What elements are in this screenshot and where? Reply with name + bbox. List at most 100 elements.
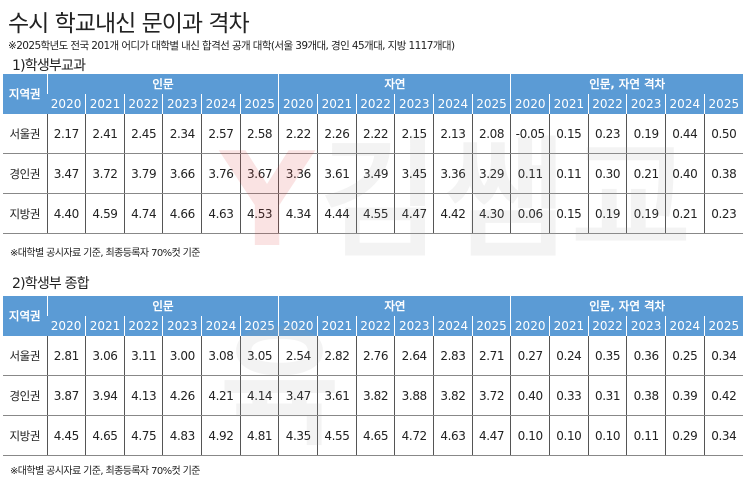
value-cell: 2.15 [394,114,434,154]
value-cell: 4.83 [162,415,202,456]
year-header: 2024 [433,94,473,114]
value-cell: 2.58 [239,114,279,154]
value-cell: 4.14 [239,375,279,416]
value-cell: 3.00 [162,336,202,376]
value-cell: 4.42 [433,193,473,234]
table-row: 경인권 3.87 3.94 4.13 4.26 4.21 4.14 3.47 3.61 3.82 3… [3,375,743,416]
value-cell: 4.65 [355,415,395,456]
value-cell: 3.87 [46,375,86,416]
value-cell: 2.13 [433,114,473,154]
year-header: 2024 [201,316,241,336]
table-row: 지방권 4.40 4.59 4.74 4.66 4.63 4.53 4.34 4.44 4.55 4… [3,193,743,234]
year-header: 2021 [85,94,125,114]
group-header: 인문 [46,296,279,316]
value-cell: 0.15 [549,193,589,234]
value-cell: 3.61 [317,375,357,416]
value-cell: 0.11 [626,415,666,456]
value-cell: 3.82 [355,375,395,416]
value-cell: 0.42 [703,375,743,416]
section-title-1: 1)학생부교과 [12,58,86,74]
value-cell: 4.45 [46,415,86,456]
table-note-2: ※대학별 공시자료 기준, 최종등록자 70%컷 기준 [10,466,200,477]
value-cell: 3.76 [201,153,241,194]
year-header: 2024 [665,94,705,114]
header-row-years: 2020 2021 2022 2023 2024 2025 2020 2021 2022 2023… [3,316,743,336]
region-header: 지역권 [3,74,47,114]
value-cell: 0.34 [703,336,743,376]
table-row: 서울권 2.17 2.41 2.45 2.34 2.57 2.58 2.22 2.26 2.22 2… [3,114,743,154]
value-cell: 0.33 [549,375,589,416]
year-header: 2024 [433,316,473,336]
value-cell: 4.81 [239,415,279,456]
value-cell: 4.55 [355,193,395,234]
year-header: 2022 [355,94,395,114]
value-cell: 0.06 [510,193,550,234]
table-row: 서울권 2.81 3.06 3.11 3.00 3.08 3.05 2.54 2.82 2.76 2… [3,336,743,376]
value-cell: 0.44 [665,114,705,154]
value-cell: 2.64 [394,336,434,376]
value-cell: 2.45 [123,114,163,154]
value-cell: 4.59 [85,193,125,234]
year-header: 2025 [471,316,511,336]
value-cell: 0.11 [510,153,550,194]
value-cell: 4.53 [239,193,279,234]
value-cell: 3.36 [433,153,473,194]
value-cell: 3.79 [123,153,163,194]
value-cell: 0.38 [703,153,743,194]
value-cell: 4.21 [201,375,241,416]
value-cell: 0.15 [549,114,589,154]
year-header: 2023 [626,94,666,114]
value-cell: 2.54 [278,336,318,376]
value-cell: 0.31 [587,375,627,416]
group-header: 자연 [278,296,511,316]
year-header: 2024 [665,316,705,336]
value-cell: 4.40 [46,193,86,234]
value-cell: 2.22 [278,114,318,154]
year-header: 2020 [278,94,318,114]
value-cell: 4.30 [471,193,511,234]
value-cell: 4.75 [123,415,163,456]
value-cell: 0.40 [665,153,705,194]
year-header: 2022 [587,94,627,114]
value-cell: 0.34 [703,415,743,456]
table-note-1: ※대학별 공시자료 기준, 최종등록자 70%컷 기준 [10,248,200,259]
value-cell: 2.71 [471,336,511,376]
year-header: 2023 [626,316,666,336]
table-row: 지방권 4.45 4.65 4.75 4.83 4.92 4.81 4.35 4.55 4.65 4… [3,415,743,456]
value-cell: 3.72 [471,375,511,416]
year-header: 2021 [549,316,589,336]
year-header: 2025 [239,94,279,114]
group-header: 인문, 자연 격차 [510,296,743,316]
value-cell: -0.05 [510,114,550,154]
header-row-groups: 지역권 인문 자연 인문, 자연 격차 [3,296,743,336]
value-cell: 0.36 [626,336,666,376]
year-header: 2021 [85,316,125,336]
value-cell: 2.76 [355,336,395,376]
value-cell: 0.39 [665,375,705,416]
year-header: 2022 [123,94,163,114]
value-cell: 0.19 [626,114,666,154]
value-cell: 4.26 [162,375,202,416]
value-cell: 4.34 [278,193,318,234]
table-jonghap: 지역권 인문 자연 인문, 자연 격차 2020 2021 2022 2023 2024 2025… [3,296,743,456]
year-header: 2021 [317,94,357,114]
value-cell: 0.40 [510,375,550,416]
value-cell: 3.29 [471,153,511,194]
value-cell: 3.45 [394,153,434,194]
value-cell: 4.47 [394,193,434,234]
value-cell: 0.35 [587,336,627,376]
value-cell: 4.63 [433,415,473,456]
value-cell: 4.55 [317,415,357,456]
value-cell: 3.61 [317,153,357,194]
year-header: 2022 [355,316,395,336]
value-cell: 0.10 [587,415,627,456]
region-cell: 경인권 [3,375,47,416]
value-cell: 3.11 [123,336,163,376]
section-title-2: 2)학생부 종합 [12,276,90,292]
value-cell: 0.23 [703,193,743,234]
value-cell: 3.67 [239,153,279,194]
value-cell: 0.21 [665,193,705,234]
value-cell: 0.38 [626,375,666,416]
table-gyogwa: 지역권 인문 자연 인문, 자연 격차 2020 2021 2022 2023 2024 2025… [3,74,743,234]
year-header: 2020 [510,94,550,114]
